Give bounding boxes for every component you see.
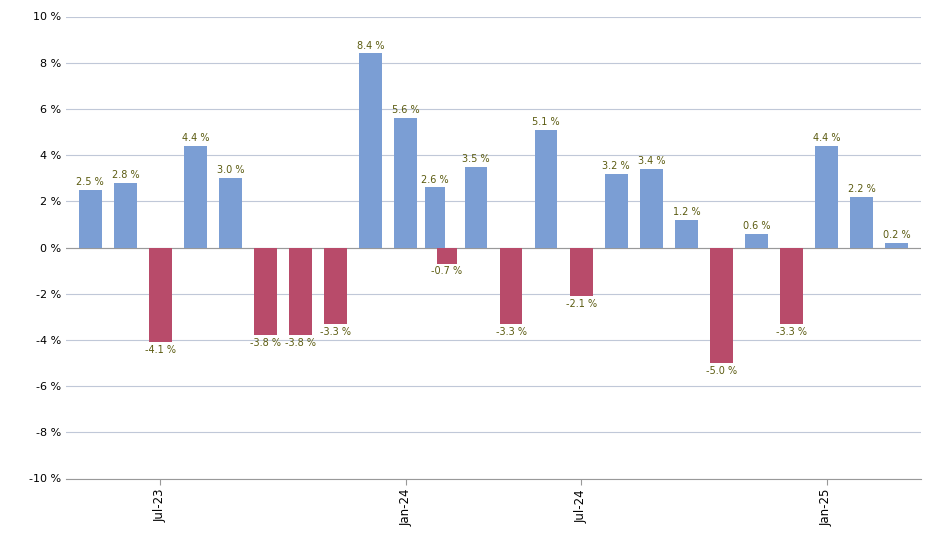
Text: 5.1 %: 5.1 % <box>532 117 560 127</box>
Text: 0.6 %: 0.6 % <box>743 221 770 231</box>
Text: 8.4 %: 8.4 % <box>357 41 384 51</box>
Text: -4.1 %: -4.1 % <box>145 345 176 355</box>
Bar <box>604 174 628 248</box>
Text: -3.3 %: -3.3 % <box>321 327 352 337</box>
Text: 3.2 %: 3.2 % <box>603 161 630 171</box>
Bar <box>640 169 663 248</box>
Bar <box>437 248 457 263</box>
Bar <box>395 118 417 248</box>
Text: 0.2 %: 0.2 % <box>883 230 911 240</box>
Bar <box>885 243 908 248</box>
Bar <box>815 146 838 248</box>
Bar <box>464 167 487 248</box>
Bar <box>570 248 592 296</box>
Text: -5.0 %: -5.0 % <box>706 366 737 376</box>
Bar <box>359 53 383 247</box>
Text: -0.7 %: -0.7 % <box>431 266 462 277</box>
Text: 2.5 %: 2.5 % <box>76 177 104 187</box>
Text: 2.2 %: 2.2 % <box>848 184 875 194</box>
Text: 5.6 %: 5.6 % <box>392 106 419 116</box>
Bar <box>114 183 137 248</box>
Text: 3.5 %: 3.5 % <box>462 154 490 164</box>
Bar <box>850 197 873 248</box>
Bar <box>535 130 557 248</box>
Text: 2.8 %: 2.8 % <box>112 170 139 180</box>
Text: 3.4 %: 3.4 % <box>637 156 665 166</box>
Bar <box>500 248 523 324</box>
Bar <box>184 146 207 248</box>
Bar <box>324 248 347 324</box>
Text: -3.3 %: -3.3 % <box>495 327 526 337</box>
Text: 4.4 %: 4.4 % <box>181 133 210 143</box>
Text: 2.6 %: 2.6 % <box>421 175 448 185</box>
Bar <box>425 188 445 248</box>
Bar <box>745 234 768 248</box>
Bar <box>675 220 697 248</box>
Bar <box>149 248 172 342</box>
Text: 3.0 %: 3.0 % <box>217 166 244 175</box>
Bar <box>710 248 733 363</box>
Bar <box>254 248 277 336</box>
Text: -2.1 %: -2.1 % <box>566 299 597 309</box>
Text: -3.8 %: -3.8 % <box>285 338 316 348</box>
Bar <box>290 248 312 336</box>
Text: 4.4 %: 4.4 % <box>813 133 840 143</box>
Text: -3.3 %: -3.3 % <box>776 327 807 337</box>
Bar <box>780 248 803 324</box>
Text: 1.2 %: 1.2 % <box>672 207 700 217</box>
Bar <box>79 190 102 248</box>
Text: -3.8 %: -3.8 % <box>250 338 281 348</box>
Bar <box>219 178 242 248</box>
